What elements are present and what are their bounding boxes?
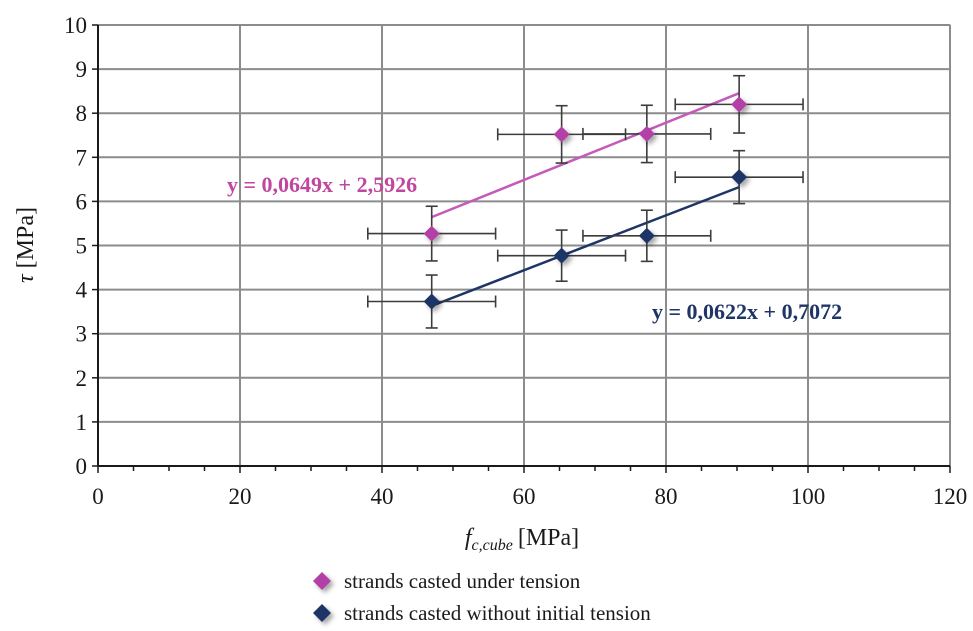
x-tick-label: 100 [791, 484, 826, 509]
y-tick-label: 7 [76, 145, 88, 170]
legend-item-2: strands casted without initial tension [313, 601, 651, 625]
legend: strands casted under tension strands cast… [313, 569, 651, 625]
data-point [423, 293, 440, 310]
gridlines [98, 24, 951, 466]
y-tick-label: 0 [76, 454, 88, 479]
x-tick-label: 60 [513, 484, 536, 509]
y-tick-label: 6 [76, 189, 88, 214]
y-tick-label: 1 [76, 410, 88, 435]
y-tick-label: 3 [76, 322, 88, 347]
y-tick-label: 8 [76, 101, 88, 126]
data-point [553, 126, 570, 143]
y-tick-label: 5 [76, 234, 88, 259]
data-point [731, 96, 748, 113]
data-point [638, 227, 655, 244]
legend-item-1: strands casted under tension [313, 569, 581, 593]
legend-marker [313, 604, 331, 622]
x-tick-label: 120 [933, 484, 968, 509]
trendline [431, 185, 740, 308]
legend-label: strands casted under tension [344, 569, 581, 593]
series-layer [366, 74, 804, 329]
y-tick-label: 2 [76, 366, 88, 391]
trendline-equation-2: y = 0,0622x + 0,7072 [652, 299, 842, 324]
legend-marker [313, 572, 331, 590]
y-tick-label: 9 [76, 57, 88, 82]
trendline-equation-1: y = 0,0649x + 2,5926 [227, 172, 417, 197]
axes [92, 24, 951, 473]
x-tick-label: 20 [229, 484, 252, 509]
series-1 [366, 74, 804, 262]
y-axis-symbol: τ [13, 273, 39, 283]
x-tick-label: 40 [371, 484, 394, 509]
data-point [423, 225, 440, 242]
x-tick-label: 0 [92, 484, 104, 509]
x-axis-subscript: c,cube [472, 537, 513, 554]
data-point [553, 247, 570, 264]
equation-labels: y = 0,0649x + 2,5926 y = 0,0622x + 0,7072 [227, 172, 842, 324]
legend-label: strands casted without initial tension [344, 601, 651, 625]
series-2 [366, 149, 804, 329]
y-tick-label: 4 [76, 278, 88, 303]
data-point [731, 169, 748, 186]
x-axis-unit: [MPa] [518, 525, 579, 551]
data-point [638, 125, 655, 142]
y-tick-label: 10 [64, 13, 87, 38]
x-tick-label: 80 [655, 484, 678, 509]
x-axis-symbol: f [465, 525, 475, 551]
y-axis-label: τ [MPa] [13, 207, 39, 283]
trendline [431, 92, 740, 219]
x-axis-label: fc,cube [MPa] [465, 525, 579, 554]
y-axis-unit: [MPa] [13, 207, 39, 268]
